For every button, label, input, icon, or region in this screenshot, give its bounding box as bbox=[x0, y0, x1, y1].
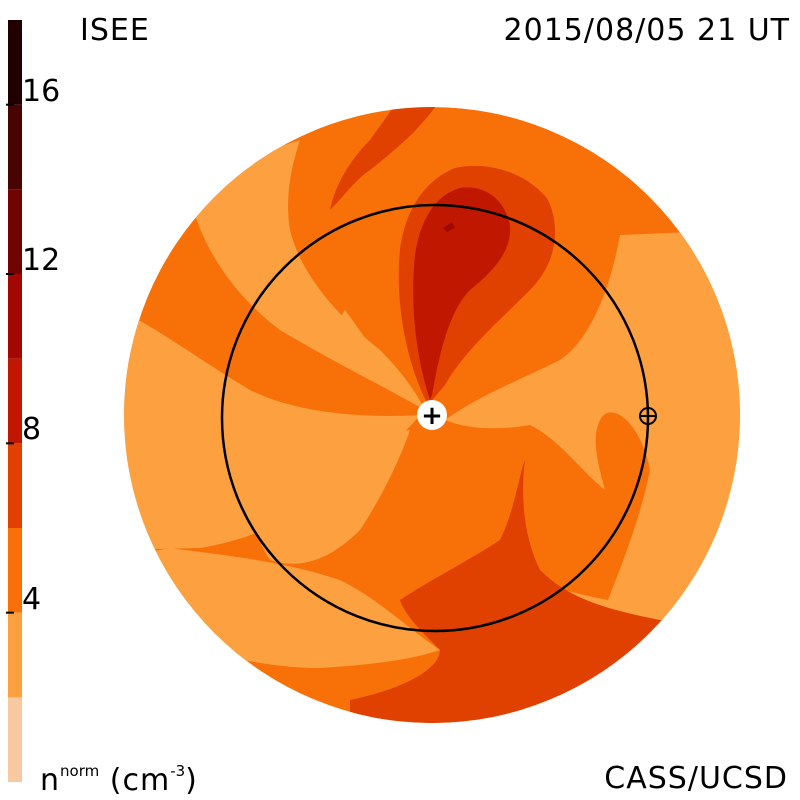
colorbar-tick-label: 8 bbox=[22, 412, 42, 448]
colorbar bbox=[6, 20, 22, 782]
light-region-right bbox=[445, 230, 740, 620]
colorbar-band-1 bbox=[8, 612, 22, 698]
source-label: ISEE bbox=[80, 13, 150, 48]
colorbar-tick-label: 16 bbox=[22, 73, 61, 109]
colorbar-band-2 bbox=[8, 528, 22, 613]
colorbar-band-8 bbox=[8, 20, 22, 105]
colorbar-band-7 bbox=[8, 104, 22, 190]
darkest-spot bbox=[443, 222, 455, 232]
colorbar-band-4 bbox=[8, 358, 22, 444]
colorbar-band-3 bbox=[8, 443, 22, 528]
datetime-label: 2015/08/05 21 UT bbox=[503, 13, 790, 48]
light-region-lower-left bbox=[232, 402, 410, 564]
sun-marker-icon: + bbox=[421, 401, 443, 431]
unit-label: nnorm (cm-3) bbox=[40, 762, 198, 798]
credit-label: CASS/UCSD bbox=[604, 761, 788, 796]
sun-marker-disk bbox=[417, 400, 447, 430]
colorbar-band-0 bbox=[8, 697, 22, 782]
light-region-center-streak bbox=[339, 310, 405, 395]
colorbar-band-6 bbox=[8, 189, 22, 274]
colorbar-tick-label: 12 bbox=[22, 243, 61, 278]
colorbar-band-5 bbox=[8, 274, 22, 359]
dark-region-top bbox=[330, 107, 440, 210]
colorbar-tick-label: 4 bbox=[22, 581, 42, 617]
red-plume bbox=[413, 187, 511, 400]
